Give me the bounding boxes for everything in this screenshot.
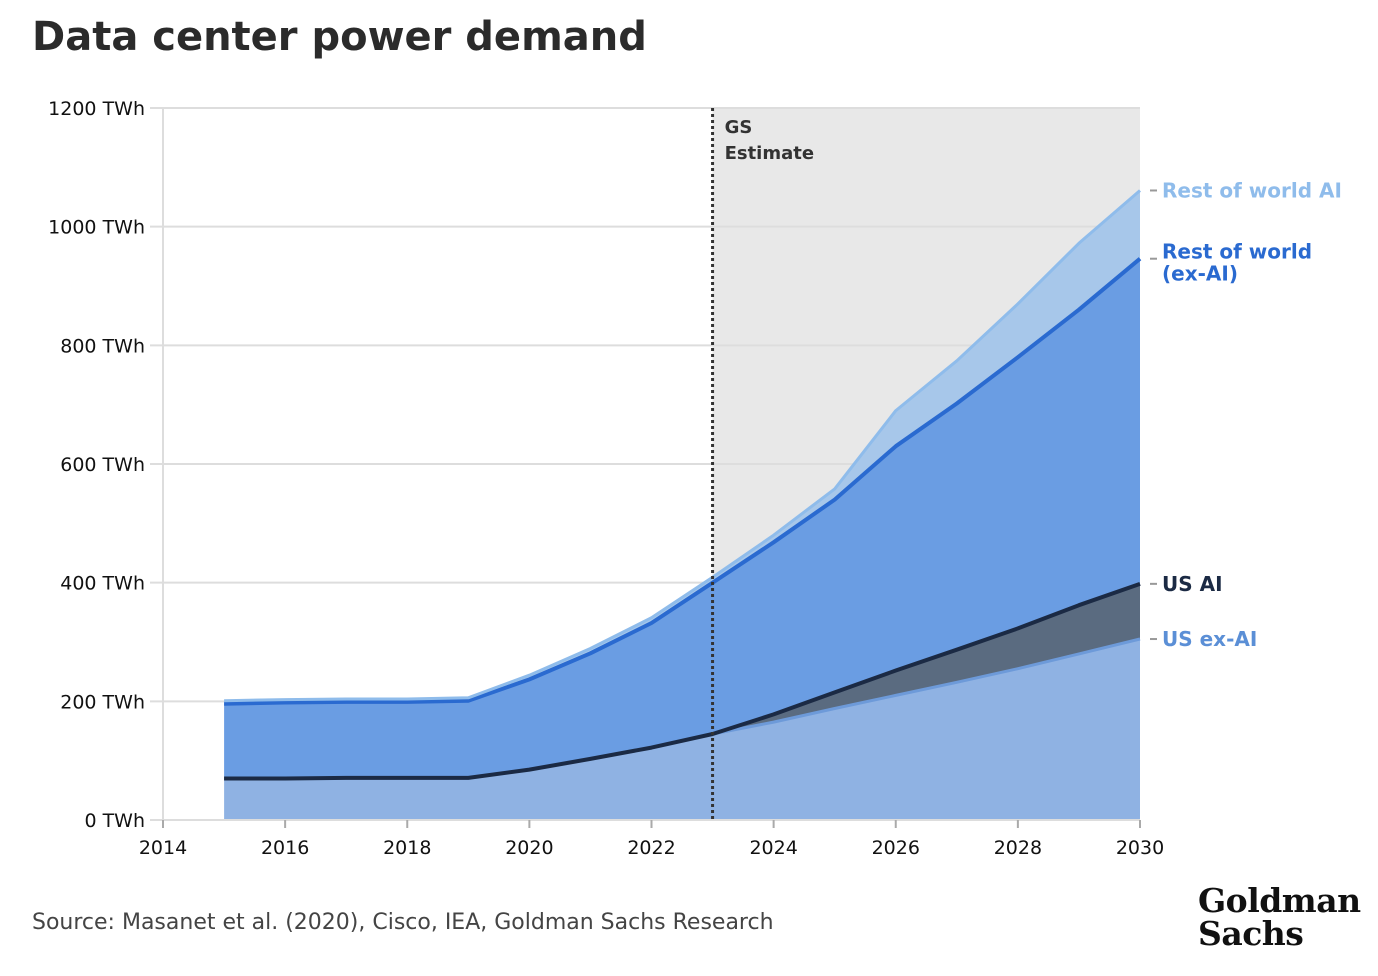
label-us-ex-ai: US ex-AI <box>1162 627 1257 651</box>
logo-line-2: Sachs <box>1198 914 1304 953</box>
y-tick-label: 1000 TWh <box>48 217 145 239</box>
goldman-sachs-logo: Goldman Sachs <box>1198 884 1361 950</box>
chart-title: Data center power demand <box>32 14 647 60</box>
area-us-ex-ai <box>224 639 1141 820</box>
x-tick-label: 2016 <box>261 837 309 859</box>
label-row-ex-ai: (ex-AI) <box>1162 262 1238 286</box>
logo-line-1: Goldman <box>1198 881 1361 920</box>
estimate-label-line-2: Estimate <box>725 143 815 164</box>
y-tick-label: 400 TWh <box>60 573 145 595</box>
source-note: Source: Masanet et al. (2020), Cisco, IE… <box>32 910 774 935</box>
line-us-ai <box>224 582 1141 781</box>
estimate-label-line-1: GS <box>725 117 753 138</box>
label-row-ex-ai: Rest of world <box>1162 240 1312 264</box>
area-row-ex-ai <box>224 258 1141 779</box>
x-tick-label: 2026 <box>872 837 920 859</box>
x-tick-label: 2030 <box>1116 837 1164 859</box>
x-tick-label: 2014 <box>139 837 187 859</box>
y-tick-label: 600 TWh <box>60 454 145 476</box>
label-us-ai: US AI <box>1162 572 1223 596</box>
y-tick-label: 200 TWh <box>60 691 145 713</box>
x-tick-label: 2024 <box>749 837 797 859</box>
line-row-ai <box>224 189 1141 703</box>
x-tick-label: 2020 <box>505 837 553 859</box>
x-tick-label: 2018 <box>383 837 431 859</box>
label-row-ai: Rest of world AI <box>1162 178 1342 202</box>
line-row-ex-ai <box>224 257 1142 706</box>
x-tick-label: 2022 <box>627 837 675 859</box>
x-tick-label: 2028 <box>994 837 1042 859</box>
y-tick-label: 800 TWh <box>60 335 145 357</box>
y-tick-label: 1200 TWh <box>48 98 145 120</box>
y-tick-label: 0 TWh <box>84 810 145 832</box>
